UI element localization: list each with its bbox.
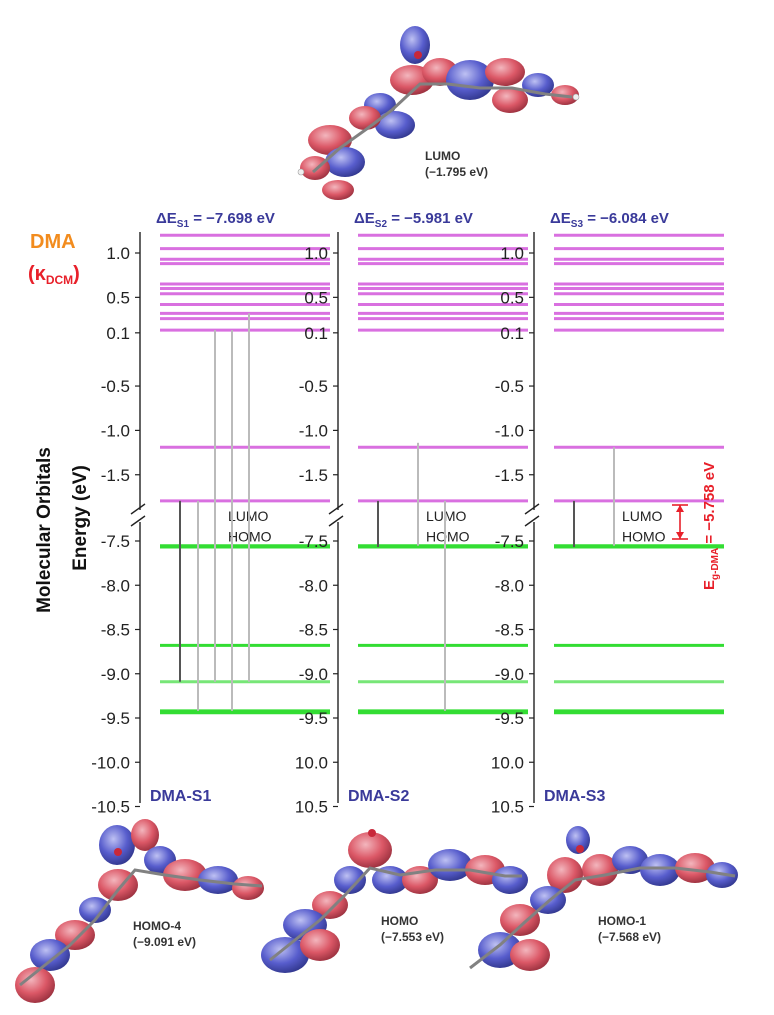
y-tick-label: -1.5 — [299, 466, 328, 485]
panel-name: DMA-S3 — [544, 788, 605, 805]
y-tick-label: -7.5 — [101, 532, 130, 551]
y-tick-label: 1.0 — [500, 244, 524, 263]
lumo-level-label: LUMO — [426, 508, 467, 524]
y-tick-label: -9.5 — [495, 709, 524, 728]
axis-break-mark — [524, 515, 540, 527]
homo-1-caption-energy: (−7.568 eV) — [598, 930, 661, 944]
lumo-level-label: LUMO — [622, 508, 663, 524]
y-tick-label: -10.5 — [91, 798, 130, 817]
y-tick-label: 10.0 — [491, 753, 524, 772]
lumo-caption-energy: (−1.795 eV) — [425, 165, 488, 179]
y-tick-label: 0.5 — [106, 288, 130, 307]
axis-break-mark — [130, 503, 146, 515]
lumo-caption-name: LUMO — [425, 149, 460, 163]
homo-caption-energy: (−7.553 eV) — [381, 930, 444, 944]
y-tick-label: -8.0 — [101, 576, 130, 595]
panel-dma-s2: 1.0 0.5 0.1 -0.5 -1.0 -1.5 -7.5 -8.0 -8.5 -9.0 -9.… — [295, 210, 528, 817]
y-tick-label: 10.5 — [295, 798, 328, 817]
gap-annotation — [672, 504, 688, 540]
y-tick-label: -10.0 — [91, 753, 130, 772]
homo-level-label: HOMO — [426, 529, 470, 545]
homo-4-caption-name: HOMO-4 — [133, 919, 181, 933]
y-tick-label: -9.0 — [495, 665, 524, 684]
y-tick-label: 0.1 — [500, 324, 524, 343]
axis-break-mark — [328, 503, 344, 515]
panel-dma-s3: 1.0 0.5 0.1 -0.5 -1.0 -1.5 -7.5 -8.0 -8.5 -9.0 -9.… — [491, 210, 724, 817]
delta-e-label: ΔES2 = −5.981 eV — [354, 210, 473, 230]
homo-4-caption-energy: (−9.091 eV) — [133, 935, 196, 949]
solvent-label: (κDCM) — [28, 263, 80, 287]
axis-break-mark — [130, 515, 146, 527]
y-tick-label: -9.5 — [101, 709, 130, 728]
y-tick-label: -1.0 — [101, 421, 130, 440]
homo-caption-name: HOMO — [381, 914, 418, 928]
y-tick-label: -1.0 — [299, 421, 328, 440]
y-tick-label: -8.5 — [101, 621, 130, 640]
panel-name: DMA-S2 — [348, 788, 409, 805]
y-tick-label: -8.0 — [299, 576, 328, 595]
lumo-molecule-image — [297, 26, 580, 200]
panel-dma-s1: 1.0 0.5 0.1 -0.5 -1.0 -1.5 -7.5 -8.0 -8.5 -9.0 -9.… — [91, 210, 330, 817]
axis-break-mark — [524, 503, 540, 515]
y-tick-label: 10.5 — [491, 798, 524, 817]
delta-e-label: ΔES3 = −6.084 eV — [550, 210, 669, 230]
homo-level-label: HOMO — [622, 529, 666, 545]
y-tick-label: -0.5 — [101, 377, 130, 396]
panel-name: DMA-S1 — [150, 788, 211, 805]
y-tick-label: 1.0 — [106, 244, 130, 263]
homo-molecule-image — [261, 829, 528, 973]
energy-panels: 1.0 0.5 0.1 -0.5 -1.0 -1.5 -7.5 -8.0 -8.5 -9.0 -9.… — [91, 210, 724, 817]
gap-label: Eg-DMA = −5.758 eV — [701, 462, 721, 590]
y-tick-label: -9.0 — [299, 665, 328, 684]
y-tick-label: 0.5 — [500, 288, 524, 307]
y-tick-label: -7.5 — [299, 532, 328, 551]
y-tick-label: -8.0 — [495, 576, 524, 595]
delta-e-label: ΔES1 = −7.698 eV — [156, 210, 275, 230]
y-tick-label: -9.5 — [299, 709, 328, 728]
y-tick-label: 1.0 — [304, 244, 328, 263]
outer-y-axis-title: Molecular Orbitals — [34, 447, 55, 613]
y-tick-label: -1.5 — [101, 466, 130, 485]
inner-y-axis-title: Energy (eV) — [70, 465, 91, 571]
y-tick-label: -8.5 — [495, 621, 524, 640]
homo-1-molecule-image — [469, 826, 738, 971]
homo-4-molecule-image — [15, 819, 264, 1003]
y-tick-label: 0.5 — [304, 288, 328, 307]
axis-break-mark — [328, 515, 344, 527]
y-tick-label: 0.1 — [304, 324, 328, 343]
homo-1-caption-name: HOMO-1 — [598, 914, 646, 928]
dma-label: DMA — [30, 231, 76, 253]
y-tick-label: -7.5 — [495, 532, 524, 551]
y-tick-label: -1.0 — [495, 421, 524, 440]
y-tick-label: 10.0 — [295, 753, 328, 772]
y-tick-label: -8.5 — [299, 621, 328, 640]
y-tick-label: -0.5 — [495, 377, 524, 396]
y-tick-label: -0.5 — [299, 377, 328, 396]
y-tick-label: -9.0 — [101, 665, 130, 684]
y-tick-label: 0.1 — [106, 324, 130, 343]
y-tick-label: -1.5 — [495, 466, 524, 485]
